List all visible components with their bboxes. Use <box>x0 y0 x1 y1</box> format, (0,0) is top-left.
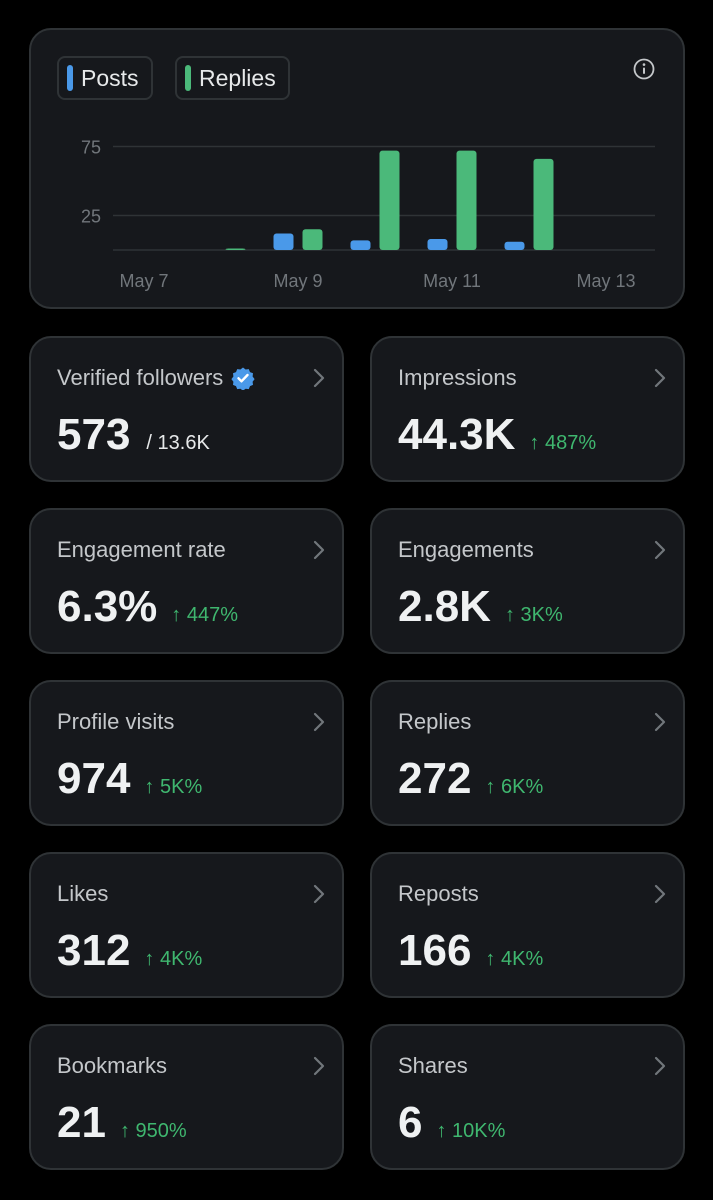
bar-replies-may-11 <box>456 150 477 250</box>
metric-change: ↑ 6K% <box>485 776 544 798</box>
metric-value: 21 <box>57 1098 106 1147</box>
bar-replies-may-10 <box>379 150 400 250</box>
verified-badge-icon <box>231 367 255 390</box>
chevron-right-icon[interactable] <box>653 711 667 733</box>
metric-change: ↑ 4K% <box>144 948 203 970</box>
metric-label: Reposts <box>398 881 479 906</box>
bar-chart: 25 75 May 7 May 9 May 11 May 13 <box>81 138 655 291</box>
legend-replies[interactable]: Replies <box>175 56 290 100</box>
metric-card-shares[interactable]: Shares 6 ↑ 10K% <box>370 1024 685 1170</box>
metric-label: Engagement rate <box>57 537 226 562</box>
metric-card-engagements[interactable]: Engagements 2.8K ↑ 3K% <box>370 508 685 654</box>
x-tick-label: May 13 <box>576 271 635 291</box>
metric-value-row: 6.3% ↑ 447% <box>57 582 238 632</box>
bar-posts-may-10 <box>350 240 371 250</box>
metric-change: ↑ 3K% <box>504 604 563 626</box>
metric-value-row: 573 / 13.6K <box>57 410 210 460</box>
metric-value: 974 <box>57 754 131 803</box>
metric-value-row: 44.3K ↑ 487% <box>398 410 596 460</box>
metric-label-wrap: Reposts <box>398 881 479 907</box>
legend-posts-label: Posts <box>81 64 139 91</box>
bar-replies-may-9 <box>302 229 323 250</box>
metric-label: Impressions <box>398 365 517 390</box>
x-tick-label: May 9 <box>273 271 322 291</box>
bar-replies-may-12 <box>533 158 554 250</box>
metric-card-profile-visits[interactable]: Profile visits 974 ↑ 5K% <box>29 680 344 826</box>
metric-label-wrap: Engagements <box>398 537 534 563</box>
chevron-right-icon[interactable] <box>312 367 326 389</box>
metric-label: Bookmarks <box>57 1053 168 1078</box>
metric-total: / 13.6K <box>146 432 210 454</box>
chevron-right-icon[interactable] <box>653 883 667 905</box>
metric-card-replies[interactable]: Replies 272 ↑ 6K% <box>370 680 685 826</box>
chevron-right-icon[interactable] <box>653 1055 667 1077</box>
metric-label-wrap: Bookmarks <box>57 1053 167 1079</box>
legend-posts-swatch <box>67 65 73 91</box>
metric-value-row: 21 ↑ 950% <box>57 1098 187 1148</box>
metric-label-wrap: Shares <box>398 1053 468 1079</box>
bar-posts-may-12 <box>504 241 525 250</box>
metric-label-wrap: Likes <box>57 881 108 907</box>
metric-card-verified-followers[interactable]: Verified followers 573 / 13.6K <box>29 336 344 482</box>
metric-label: Engagements <box>398 537 534 562</box>
analytics-chart-card: 25 75 May 7 May 9 May 11 May 13 Posts Replies <box>29 28 685 309</box>
metric-card-bookmarks[interactable]: Bookmarks 21 ↑ 950% <box>29 1024 344 1170</box>
x-tick-label: May 11 <box>423 271 481 291</box>
metric-value: 44.3K <box>398 410 516 459</box>
metric-value: 312 <box>57 926 131 975</box>
metric-value: 6.3% <box>57 582 158 631</box>
metric-value-row: 312 ↑ 4K% <box>57 926 202 976</box>
metric-change: ↑ 5K% <box>144 776 203 798</box>
chevron-right-icon[interactable] <box>312 1055 326 1077</box>
metric-value-row: 166 ↑ 4K% <box>398 926 543 976</box>
metric-card-engagement-rate[interactable]: Engagement rate 6.3% ↑ 447% <box>29 508 344 654</box>
chevron-right-icon[interactable] <box>312 711 326 733</box>
chevron-right-icon[interactable] <box>653 539 667 561</box>
chevron-right-icon[interactable] <box>312 539 326 561</box>
y-tick-label: 75 <box>81 138 101 158</box>
metric-value: 2.8K <box>398 582 491 631</box>
metric-label: Shares <box>398 1053 468 1078</box>
metric-label: Verified followers <box>57 365 224 390</box>
metric-change: ↑ 487% <box>529 432 597 454</box>
legend-replies-swatch <box>185 65 191 91</box>
metric-label-wrap: Profile visits <box>57 709 174 735</box>
metric-label: Likes <box>57 881 109 906</box>
metric-value: 573 <box>57 410 131 459</box>
metric-value: 272 <box>398 754 472 803</box>
bar-replies-may-8 <box>225 248 246 250</box>
metric-value: 6 <box>398 1098 423 1147</box>
metric-value: 166 <box>398 926 472 975</box>
x-tick-label: May 7 <box>119 271 168 291</box>
metric-label: Replies <box>398 709 472 734</box>
bar-posts-may-9 <box>273 233 294 250</box>
metric-value-row: 6 ↑ 10K% <box>398 1098 505 1148</box>
metric-label-wrap: Verified followers <box>57 365 255 391</box>
chevron-right-icon[interactable] <box>312 883 326 905</box>
y-tick-label: 25 <box>81 207 101 227</box>
metric-change: ↑ 10K% <box>436 1120 506 1142</box>
metric-label-wrap: Impressions <box>398 365 517 391</box>
metric-label-wrap: Replies <box>398 709 471 735</box>
metric-label-wrap: Engagement rate <box>57 537 226 563</box>
metric-change: ↑ 4K% <box>485 948 544 970</box>
info-icon[interactable] <box>633 58 655 80</box>
metric-value-row: 974 ↑ 5K% <box>57 754 202 804</box>
legend-replies-label: Replies <box>199 64 276 91</box>
metric-value-row: 2.8K ↑ 3K% <box>398 582 563 632</box>
metric-change: ↑ 447% <box>171 604 239 626</box>
metric-change: ↑ 950% <box>119 1120 187 1142</box>
bar-posts-may-11 <box>427 238 448 250</box>
metric-value-row: 272 ↑ 6K% <box>398 754 543 804</box>
metric-card-reposts[interactable]: Reposts 166 ↑ 4K% <box>370 852 685 998</box>
metric-card-likes[interactable]: Likes 312 ↑ 4K% <box>29 852 344 998</box>
metric-card-impressions[interactable]: Impressions 44.3K ↑ 487% <box>370 336 685 482</box>
chevron-right-icon[interactable] <box>653 367 667 389</box>
metric-label: Profile visits <box>57 709 175 734</box>
legend-posts[interactable]: Posts <box>57 56 153 100</box>
